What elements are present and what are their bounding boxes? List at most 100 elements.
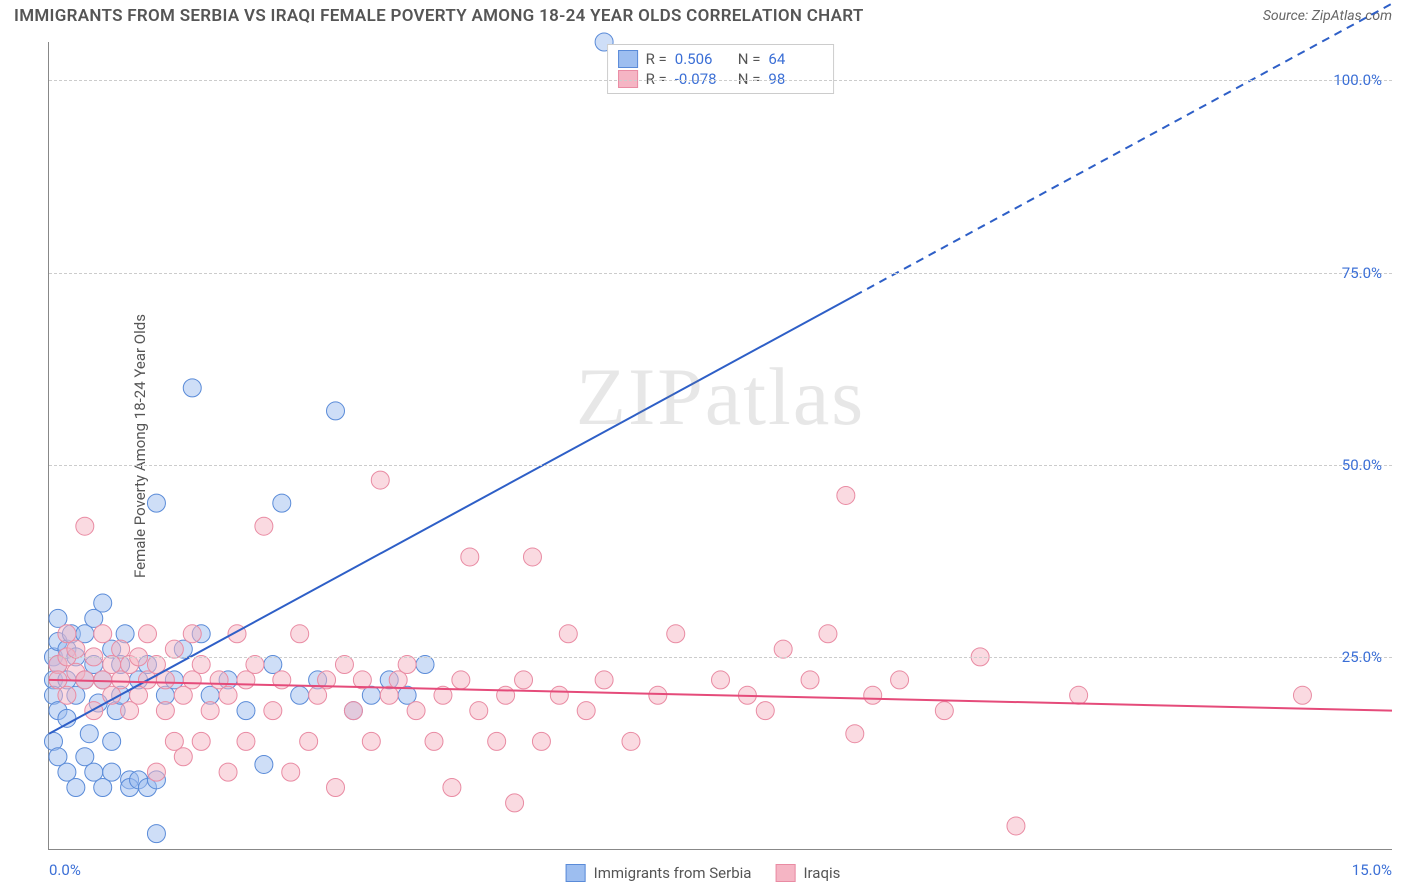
data-point [219,763,237,781]
data-point [183,625,201,643]
data-point [94,625,112,643]
data-point [371,471,389,489]
legend-swatch [618,70,638,88]
legend-item: Iraqis [775,864,840,882]
data-point [147,825,165,843]
trend-line-dashed [855,4,1392,296]
data-point [246,656,264,674]
data-point [461,548,479,566]
gridline-h [49,465,1392,466]
data-point [147,763,165,781]
data-point [649,686,667,704]
legend-item: Immigrants from Serbia [566,864,752,882]
data-point [67,640,85,658]
data-point [532,732,550,750]
legend-row: R = 0.506 N = 64 [618,49,824,69]
data-point [192,656,210,674]
data-point [237,732,255,750]
data-point [147,494,165,512]
data-point [67,779,85,797]
data-point [407,702,425,720]
data-point [416,656,434,674]
source-label: Source: [1263,8,1308,24]
data-point [756,702,774,720]
data-point [291,625,309,643]
data-point [497,686,515,704]
data-point [577,702,595,720]
data-point [201,702,219,720]
r-value: -0.078 [675,70,730,88]
data-point [255,755,273,773]
legend-label: Immigrants from Serbia [594,864,752,882]
r-label: R = [646,70,667,88]
data-point [192,732,210,750]
data-point [470,702,488,720]
data-point [550,686,568,704]
data-point [559,625,577,643]
data-point [362,732,380,750]
data-point [183,379,201,397]
correlation-legend: R = 0.506 N = 64 R = -0.078 N = 98 [607,44,835,94]
data-point [523,548,541,566]
data-point [891,671,909,689]
legend-swatch [566,864,586,882]
x-tick-max: 15.0% [1352,861,1392,879]
data-point [165,640,183,658]
y-tick-label: 25.0% [1342,648,1382,666]
gridline-h [49,273,1392,274]
n-label: N = [738,70,761,88]
data-point [595,671,613,689]
data-point [443,779,461,797]
data-point [273,494,291,512]
data-point [1293,686,1311,704]
data-point [344,702,362,720]
data-point [156,702,174,720]
trend-line [49,296,855,734]
chart-header: IMMIGRANTS FROM SERBIA VS IRAQI FEMALE P… [0,0,1406,34]
data-point [819,625,837,643]
y-tick-label: 100.0% [1333,71,1382,89]
legend-swatch [618,50,638,68]
data-point [846,725,864,743]
data-point [774,640,792,658]
source-name: ZipAtlas.com [1312,8,1392,24]
data-point [219,686,237,704]
n-value: 98 [768,70,823,88]
data-point [801,671,819,689]
data-point [667,625,685,643]
legend-swatch [775,864,795,882]
y-tick-label: 50.0% [1342,456,1382,474]
gridline-h [49,80,1392,81]
r-value: 0.506 [675,50,730,68]
data-point [264,702,282,720]
data-point [327,402,345,420]
data-point [1007,817,1025,835]
legend-label: Iraqis [803,864,840,882]
data-point [425,732,443,750]
data-point [452,671,470,689]
data-point [80,725,98,743]
data-point [864,686,882,704]
x-tick-min: 0.0% [49,861,81,879]
data-point [291,686,309,704]
data-point [506,794,524,812]
data-point [58,686,76,704]
data-point [398,656,416,674]
data-point [103,763,121,781]
data-point [76,517,94,535]
data-point [138,625,156,643]
y-tick-label: 75.0% [1342,264,1382,282]
data-point [94,594,112,612]
data-point [85,702,103,720]
data-point [622,732,640,750]
data-point [327,779,345,797]
data-point [237,702,255,720]
data-point [300,732,318,750]
gridline-h [49,657,1392,658]
data-point [255,517,273,535]
data-point [515,671,533,689]
data-point [712,671,730,689]
n-value: 64 [768,50,823,68]
data-point [935,702,953,720]
plot-area: ZIPatlas R = 0.506 N = 64 R = -0.078 N =… [48,42,1392,850]
